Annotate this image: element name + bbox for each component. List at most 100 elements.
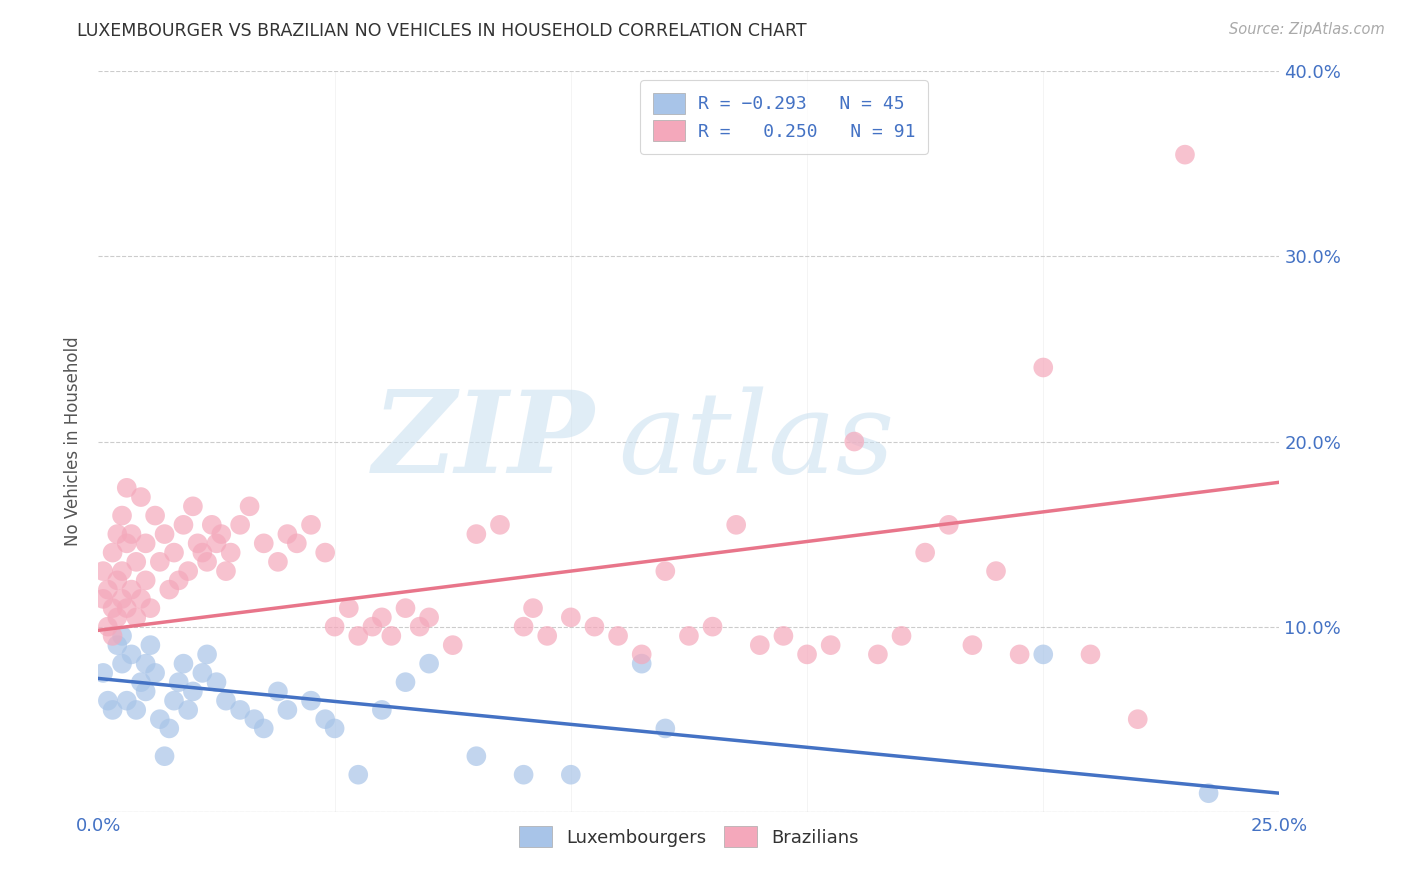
- Point: [866, 648, 889, 662]
- Point: [167, 574, 190, 588]
- Point: [177, 703, 200, 717]
- Point: [1032, 360, 1054, 375]
- Point: [267, 555, 290, 569]
- Point: [111, 657, 134, 671]
- Point: [177, 564, 200, 578]
- Point: [111, 591, 134, 606]
- Point: [97, 619, 120, 633]
- Point: [1126, 712, 1149, 726]
- Point: [172, 657, 194, 671]
- Point: [101, 629, 124, 643]
- Text: atlas: atlas: [619, 386, 894, 497]
- Point: [465, 527, 488, 541]
- Point: [630, 648, 652, 662]
- Point: [115, 694, 138, 708]
- Point: [153, 749, 176, 764]
- Point: [820, 638, 842, 652]
- Point: [314, 712, 336, 726]
- Point: [157, 722, 180, 736]
- Point: [408, 619, 430, 633]
- Point: [276, 527, 298, 541]
- Point: [121, 648, 143, 662]
- Point: [105, 610, 128, 624]
- Point: [1032, 648, 1054, 662]
- Point: [149, 555, 172, 569]
- Point: [125, 555, 148, 569]
- Point: [149, 712, 172, 726]
- Point: [1198, 786, 1220, 800]
- Point: [125, 610, 148, 624]
- Point: [243, 712, 266, 726]
- Point: [522, 601, 544, 615]
- Point: [337, 601, 360, 615]
- Point: [115, 481, 138, 495]
- Point: [101, 703, 124, 717]
- Point: [187, 536, 209, 550]
- Point: [191, 545, 214, 560]
- Point: [91, 591, 114, 606]
- Point: [962, 638, 984, 652]
- Point: [938, 517, 960, 532]
- Point: [239, 500, 262, 514]
- Point: [129, 675, 152, 690]
- Point: [560, 610, 582, 624]
- Point: [465, 749, 488, 764]
- Point: [323, 619, 346, 633]
- Point: [630, 657, 652, 671]
- Point: [380, 629, 402, 643]
- Point: [394, 601, 416, 615]
- Point: [135, 574, 157, 588]
- Point: [418, 657, 440, 671]
- Point: [299, 694, 322, 708]
- Point: [229, 703, 252, 717]
- Point: [314, 545, 336, 560]
- Point: [418, 610, 440, 624]
- Point: [97, 582, 120, 597]
- Point: [323, 722, 346, 736]
- Point: [195, 555, 218, 569]
- Point: [101, 601, 124, 615]
- Point: [229, 517, 252, 532]
- Point: [111, 508, 134, 523]
- Point: [285, 536, 308, 550]
- Point: [97, 694, 120, 708]
- Point: [1008, 648, 1031, 662]
- Point: [725, 517, 748, 532]
- Point: [139, 601, 162, 615]
- Point: [371, 703, 394, 717]
- Point: [91, 564, 114, 578]
- Point: [111, 564, 134, 578]
- Point: [441, 638, 464, 652]
- Point: [560, 767, 582, 781]
- Point: [844, 434, 866, 449]
- Point: [361, 619, 384, 633]
- Point: [984, 564, 1007, 578]
- Point: [105, 574, 128, 588]
- Point: [1080, 648, 1102, 662]
- Point: [394, 675, 416, 690]
- Point: [299, 517, 322, 532]
- Point: [678, 629, 700, 643]
- Point: [115, 536, 138, 550]
- Point: [167, 675, 190, 690]
- Point: [201, 517, 224, 532]
- Point: [489, 517, 512, 532]
- Point: [115, 601, 138, 615]
- Point: [172, 517, 194, 532]
- Point: [125, 703, 148, 717]
- Point: [583, 619, 606, 633]
- Point: [796, 648, 818, 662]
- Point: [209, 527, 232, 541]
- Point: [253, 722, 276, 736]
- Point: [135, 536, 157, 550]
- Point: [163, 545, 186, 560]
- Point: [536, 629, 558, 643]
- Point: [139, 638, 162, 652]
- Legend: Luxembourgers, Brazilians: Luxembourgers, Brazilians: [512, 819, 866, 855]
- Point: [347, 767, 370, 781]
- Point: [512, 619, 534, 633]
- Text: LUXEMBOURGER VS BRAZILIAN NO VEHICLES IN HOUSEHOLD CORRELATION CHART: LUXEMBOURGER VS BRAZILIAN NO VEHICLES IN…: [77, 22, 807, 40]
- Point: [143, 665, 166, 680]
- Point: [153, 527, 176, 541]
- Point: [121, 582, 143, 597]
